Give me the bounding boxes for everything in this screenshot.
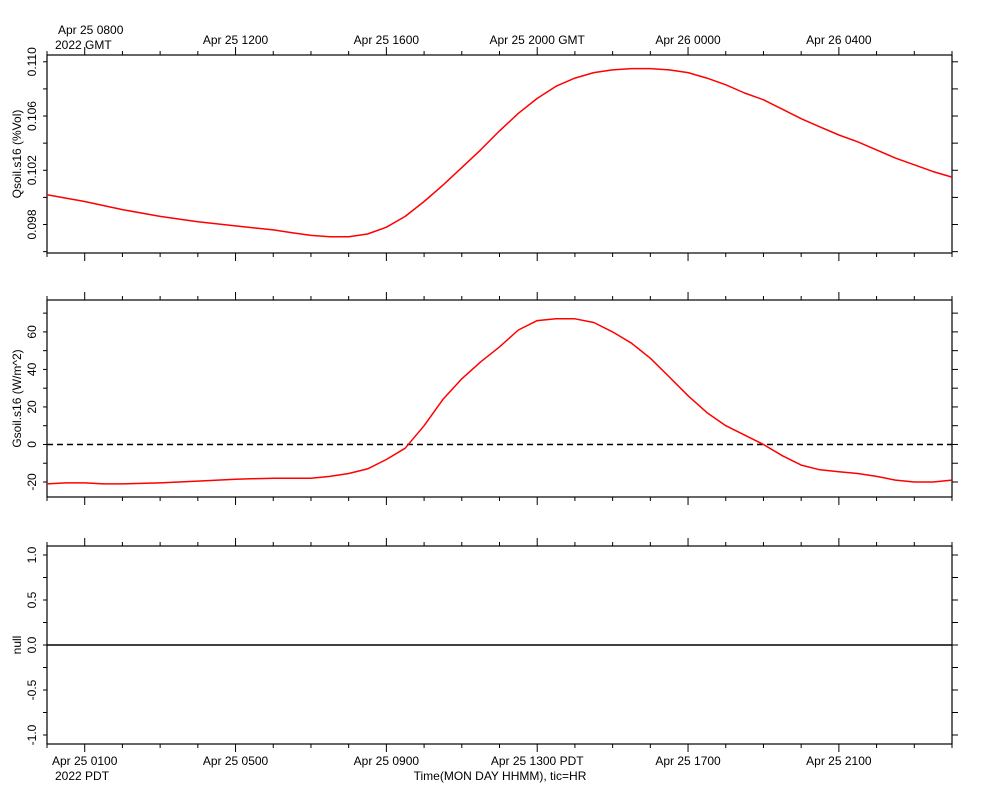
top-axis-tick-labels: Apr 25 1200 Apr 25 1600 Apr 25 2000 GMT Apr… xyxy=(203,33,872,47)
y-tick-label: -0.5 xyxy=(25,679,39,700)
bottom-axis-tick-label: Apr 25 0100 xyxy=(52,754,118,768)
y-tick-label: -20 xyxy=(25,473,39,491)
y-axis-title: Qsoil.s16 (%Vol) xyxy=(10,110,24,199)
bottom-axis-tick-label: Apr 25 2100 xyxy=(806,754,872,768)
bottom-axis-tick-labels: Apr 25 0100 Apr 25 0500 Apr 25 0900 Apr 25 … xyxy=(52,754,872,768)
bottom-axis-tick-label: Apr 25 1700 xyxy=(655,754,721,768)
y-tick-label: 0.0 xyxy=(25,636,39,653)
top-axis-tick-label: Apr 25 1600 xyxy=(354,33,420,47)
y-tick-label: 0.098 xyxy=(25,209,39,239)
y-tick-label: 0.102 xyxy=(25,155,39,185)
y-tick-label: 20 xyxy=(25,400,39,414)
y-axis-title: null xyxy=(10,636,24,655)
y-tick-label: 1.0 xyxy=(25,546,39,563)
y-tick-label: 0.106 xyxy=(25,101,39,131)
top-axis-tick-label: Apr 25 2000 GMT xyxy=(490,33,586,47)
bottom-axis-tick-label: Apr 25 1300 PDT xyxy=(491,754,584,768)
bottom-axis-year-label: 2022 PDT xyxy=(55,769,110,783)
top-axis-tick-label: Apr 26 0000 xyxy=(655,33,721,47)
series-line xyxy=(46,67,953,238)
top-axis-first-tick-label: Apr 25 0800 xyxy=(58,23,124,37)
panel-null: -1.0 -0.5 0.0 0.5 1.0 null xyxy=(10,538,958,752)
bottom-axis-tick-label: Apr 25 0500 xyxy=(203,754,269,768)
y-tick-label: -1.0 xyxy=(25,724,39,745)
y-tick-label: 40 xyxy=(25,362,39,376)
x-axis-title: Time(MON DAY HHMM), tic=HR xyxy=(414,769,587,783)
top-axis-year-label: 2022 GMT xyxy=(55,38,112,52)
y-tick-label: 0 xyxy=(25,441,39,448)
y-tick-label: 0.5 xyxy=(25,591,39,608)
top-axis-tick-label: Apr 25 1200 xyxy=(203,33,269,47)
series-line xyxy=(46,318,953,485)
y-tick-label: 0.110 xyxy=(25,47,39,76)
y-axis-title: Gsoil.s16 (W/m^2) xyxy=(10,349,24,447)
bottom-axis-tick-label: Apr 25 0900 xyxy=(354,754,420,768)
y-tick-label: 60 xyxy=(25,325,39,339)
top-axis-tick-label: Apr 26 0400 xyxy=(806,33,872,47)
panel-qsoil: 0.098 0.102 0.106 0.110 Qsoil.s16 (%Vol) xyxy=(10,47,958,261)
